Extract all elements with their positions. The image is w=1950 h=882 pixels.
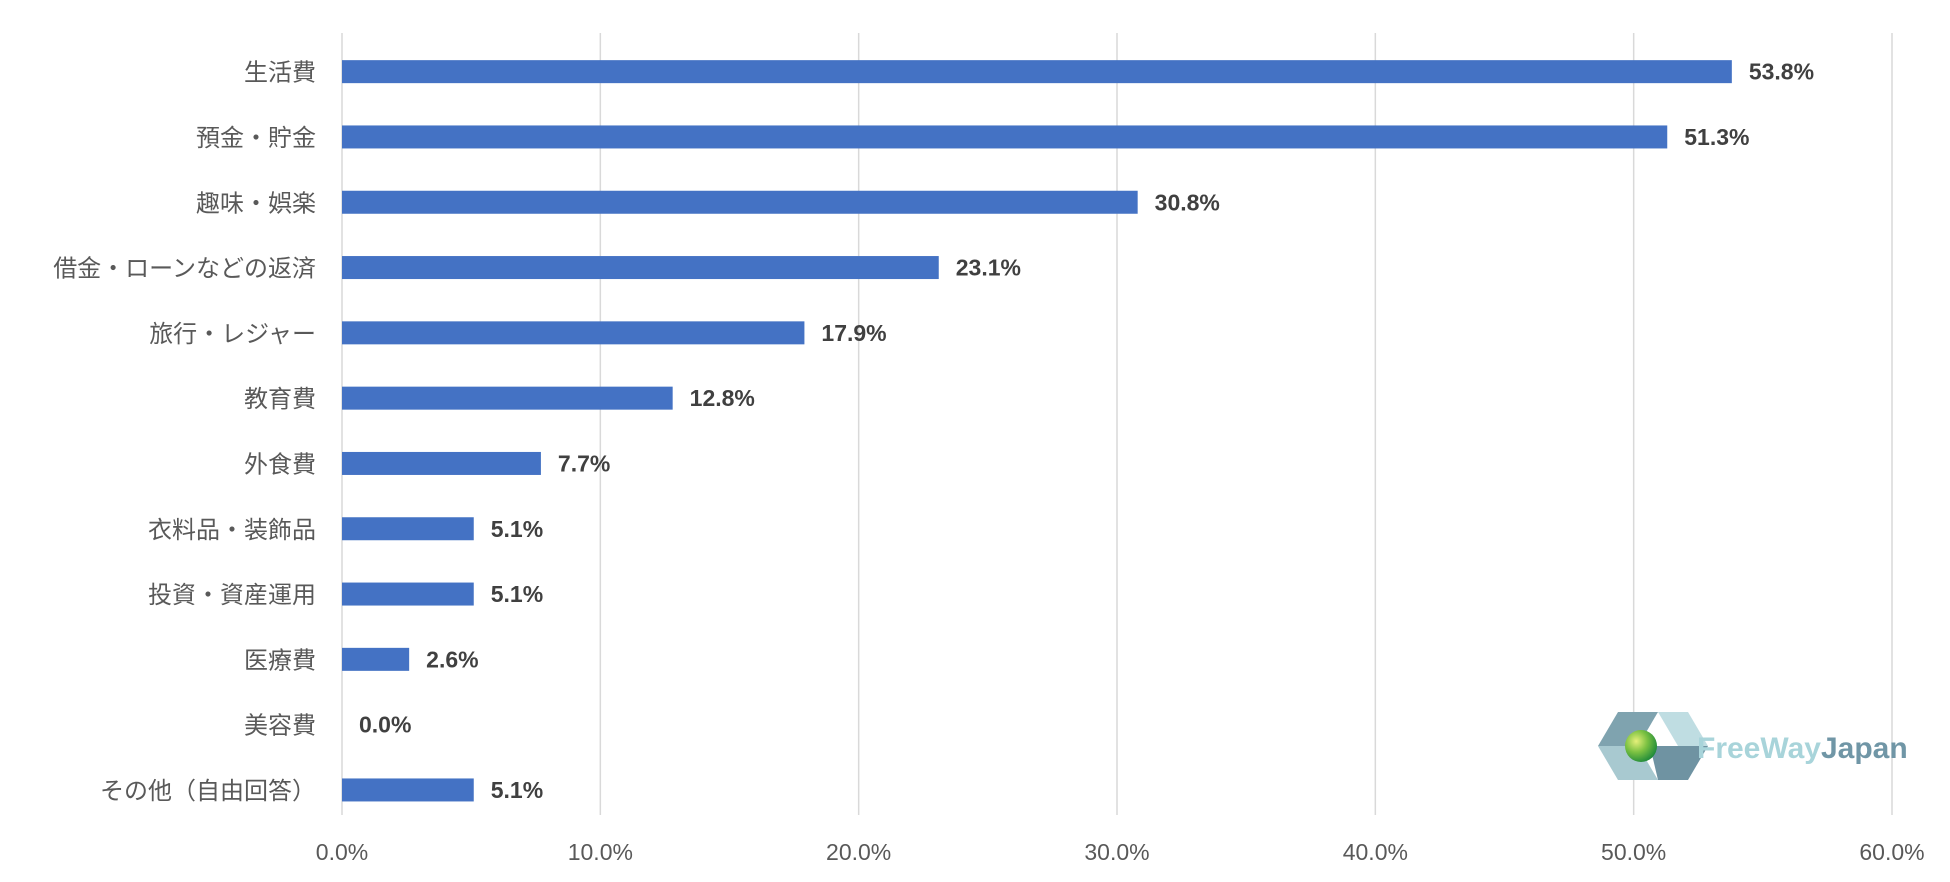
x-axis-tick-labels: 0.0% 10.0% 20.0% 30.0% 40.0% 50.0% 60.0% (316, 839, 1925, 865)
bar (342, 451, 541, 475)
category-label: 投資・資産運用 (148, 581, 316, 609)
value-label: 17.9% (821, 320, 886, 346)
category-label: 借金・ローンなどの返済 (53, 255, 316, 283)
x-tick-label: 40.0% (1343, 839, 1408, 865)
category-label: その他（自由回答） (100, 777, 316, 805)
value-labels: 53.8% 51.3% 30.8% 23.1% 17.9% 12.8% 7.7% 5.1% 5.… (359, 59, 1814, 803)
category-label: 預金・貯金 (196, 124, 316, 152)
x-tick-label: 0.0% (316, 839, 368, 865)
freewayjapan-logo: FreeWayJapan (1598, 712, 1908, 780)
value-label: 2.6% (426, 646, 478, 672)
category-label: 旅行・レジャー (149, 320, 316, 348)
bar (342, 256, 939, 280)
category-label: 教育費 (244, 385, 316, 413)
value-label: 12.8% (690, 385, 755, 411)
bar (342, 125, 1668, 149)
value-label: 5.1% (491, 581, 543, 607)
bar (342, 321, 805, 345)
value-label: 30.8% (1155, 189, 1220, 215)
category-label: 美容費 (244, 712, 316, 740)
x-tick-label: 20.0% (826, 839, 891, 865)
category-labels: 生活費預金・貯金趣味・娯楽借金・ローンなどの返済旅行・レジャー教育費外食費衣料品… (53, 59, 316, 805)
logo-text-japan: Japan (1821, 732, 1908, 765)
x-tick-label: 50.0% (1601, 839, 1666, 865)
category-label: 医療費 (244, 646, 316, 674)
logo-text: FreeWayJapan (1697, 732, 1908, 765)
category-label: 衣料品・装飾品 (148, 516, 316, 544)
x-tick-label: 30.0% (1084, 839, 1149, 865)
logo-text-freeway: FreeWay (1697, 732, 1821, 765)
logo-mark-icon (1598, 712, 1708, 780)
bar (342, 60, 1732, 84)
value-label: 0.0% (359, 712, 411, 738)
value-label: 23.1% (956, 255, 1021, 281)
value-label: 7.7% (558, 450, 610, 476)
bar (342, 647, 410, 671)
value-label: 53.8% (1749, 59, 1814, 85)
x-tick-label: 10.0% (568, 839, 633, 865)
category-label: 趣味・娯楽 (196, 189, 316, 217)
bar (342, 190, 1138, 214)
bar (342, 517, 474, 541)
value-label: 5.1% (491, 777, 543, 803)
value-label: 5.1% (491, 516, 543, 542)
category-label: 生活費 (244, 59, 316, 87)
bar (342, 386, 673, 410)
value-label: 51.3% (1684, 124, 1749, 150)
gridlines (341, 33, 1893, 815)
bar (342, 778, 474, 802)
bar (342, 582, 474, 606)
bars (342, 60, 1732, 802)
x-tick-label: 60.0% (1859, 839, 1924, 865)
category-label: 外食費 (244, 450, 316, 478)
